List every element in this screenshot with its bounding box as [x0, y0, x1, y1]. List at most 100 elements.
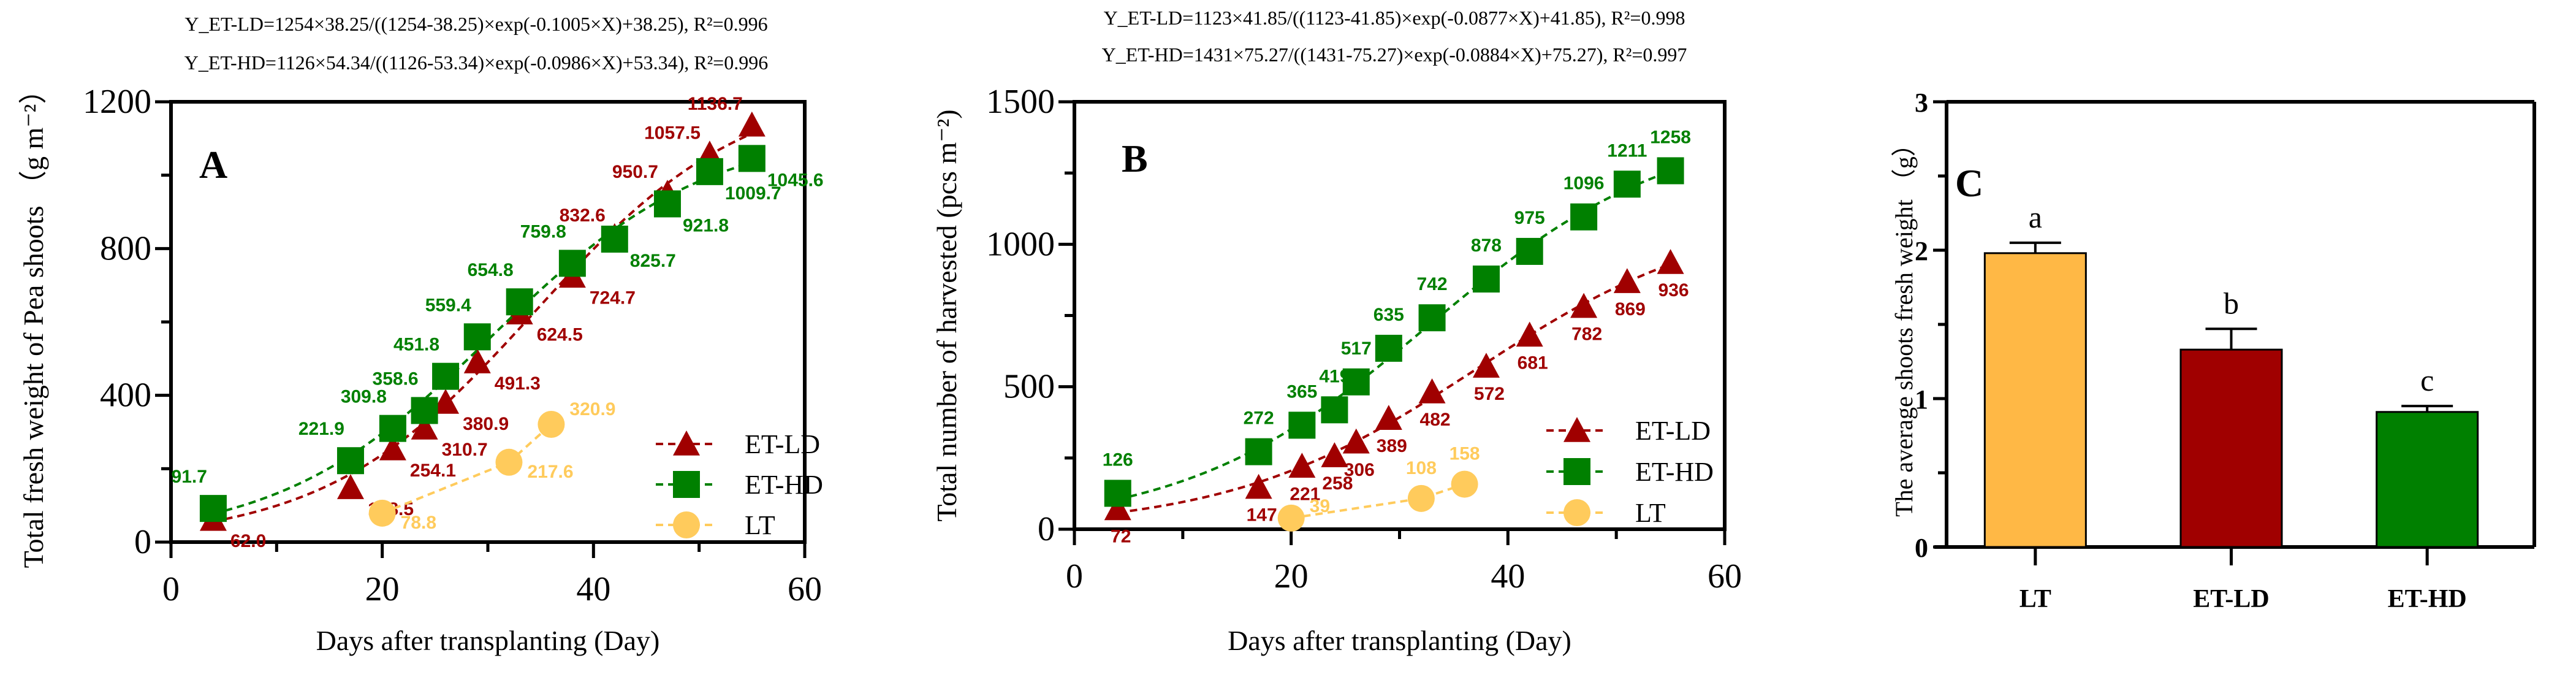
data-point: [463, 323, 491, 351]
x-tick-label: 40: [1491, 557, 1525, 595]
bar-et-hd: [2376, 411, 2479, 548]
data-label: 309.8: [341, 387, 387, 407]
data-point: [1277, 504, 1305, 532]
x-tick-label: 40: [576, 570, 610, 608]
data-label: 1211: [1607, 140, 1647, 161]
data-label: 1057.5: [644, 123, 701, 143]
x-tick-label: 20: [1274, 557, 1309, 595]
panel-a: 0 20 40 60 0 400 800 1200 Days after transplanti…: [18, 76, 824, 656]
data-label: 310.7: [442, 440, 488, 460]
data-label: 635: [1373, 305, 1404, 325]
data-point: [432, 389, 460, 414]
x-tick-label: 0: [162, 570, 180, 608]
data-point: [336, 447, 364, 475]
y-tick-label: 0: [1038, 510, 1055, 548]
data-point: [653, 190, 681, 218]
data-label: 681: [1518, 353, 1548, 373]
data-point: [696, 158, 723, 185]
data-point: [1418, 304, 1446, 332]
fit-equation-b-et-hd: Y_ET-HD=1431×75.27/((1431-75.27)×exp(-0.…: [1102, 44, 1687, 66]
data-label: 158: [1449, 444, 1480, 464]
y-axis-title: Total number of harvested (pcs m⁻²): [931, 109, 962, 521]
data-point: [1104, 480, 1131, 507]
y-tick-label: 1500: [986, 83, 1055, 121]
data-point: [1321, 442, 1348, 467]
y-tick-label: 400: [100, 377, 151, 415]
fit-equation-a-et-ld: Y_ET-LD=1254×38.25/((1254-38.25)×exp(-0.…: [184, 13, 767, 35]
data-label: 108: [1406, 458, 1437, 478]
panel-label: B: [1122, 137, 1148, 180]
y-tick-label: 800: [100, 229, 151, 267]
x-tick-label: ET-HD: [2388, 585, 2467, 613]
data-label: 39: [1310, 496, 1330, 516]
fit-equation-b-et-ld: Y_ET-LD=1123×41.85/((1123-41.85)×exp(-0.…: [1104, 7, 1685, 29]
data-point: [1245, 473, 1272, 499]
data-point: [506, 288, 533, 316]
data-label: 91.7: [172, 467, 207, 487]
fit-curve: [1291, 483, 1465, 519]
panel-label: C: [1955, 161, 1983, 205]
data-label: 921.8: [683, 215, 729, 235]
data-label: 254.1: [410, 461, 456, 481]
data-point: [379, 415, 406, 442]
data-point: [1613, 170, 1641, 198]
x-tick-label: 20: [365, 570, 400, 608]
data-label: 78.8: [401, 513, 436, 533]
data-point: [1321, 396, 1348, 424]
data-label: 62.0: [230, 531, 266, 551]
data-label: 869: [1615, 299, 1646, 319]
legend: ET-LD ET-HD LT: [1546, 416, 1714, 528]
data-point: [1657, 249, 1684, 274]
data-label: 380.9: [463, 414, 509, 434]
data-label: 258: [1322, 473, 1353, 494]
data-label: 517: [1341, 338, 1372, 359]
data-label: 72: [1111, 527, 1131, 547]
data-point: [1451, 470, 1478, 498]
y-tick-label: 3: [1915, 88, 1928, 118]
data-label: 389: [1377, 436, 1407, 456]
data-point: [1472, 266, 1500, 293]
data-point: [1570, 203, 1598, 231]
data-label: 1096: [1563, 174, 1605, 194]
legend-marker: [673, 471, 700, 498]
data-point: [411, 397, 438, 424]
data-label: 878: [1471, 235, 1502, 256]
legend-label: ET-HD: [1635, 457, 1714, 487]
data-label: 221.9: [298, 419, 344, 439]
x-axis-title: Days after transplanting (Day): [1228, 625, 1571, 656]
data-label: 221: [1290, 484, 1320, 504]
data-label: 825.7: [630, 251, 676, 271]
x-tick-label: ET-LD: [2193, 585, 2270, 613]
data-point: [1245, 438, 1272, 465]
y-tick-label: 1000: [986, 225, 1055, 263]
data-label: 451.8: [393, 335, 439, 355]
data-label: 1045.6: [767, 170, 824, 190]
significance-letter: a: [2029, 200, 2042, 234]
bar-et-ld: [2179, 348, 2283, 548]
legend-marker: [1563, 417, 1590, 442]
data-label: 832.6: [560, 205, 606, 226]
data-point: [558, 250, 586, 277]
data-label: 724.7: [590, 288, 636, 308]
data-label: 320.9: [569, 399, 615, 419]
data-point: [432, 362, 460, 390]
data-label: 482: [1420, 410, 1451, 430]
y-tick-label: 1200: [83, 83, 151, 121]
fit-equation-a-et-hd: Y_ET-HD=1126×54.34/((1126-53.34)×exp(-0.…: [184, 52, 768, 74]
legend-label: LT: [1635, 498, 1666, 528]
data-point: [1516, 237, 1543, 265]
data-point: [601, 225, 628, 253]
legend-marker: [1563, 499, 1590, 526]
significance-letter: c: [2420, 363, 2434, 397]
data-point: [738, 145, 766, 172]
data-point: [1613, 268, 1641, 293]
data-label: 936: [1658, 280, 1689, 300]
data-point: [1342, 428, 1370, 454]
data-point: [1472, 353, 1500, 378]
data-label: 217.6: [527, 462, 573, 482]
data-point: [738, 111, 766, 137]
legend-marker: [673, 511, 700, 538]
data-point: [1104, 495, 1131, 521]
